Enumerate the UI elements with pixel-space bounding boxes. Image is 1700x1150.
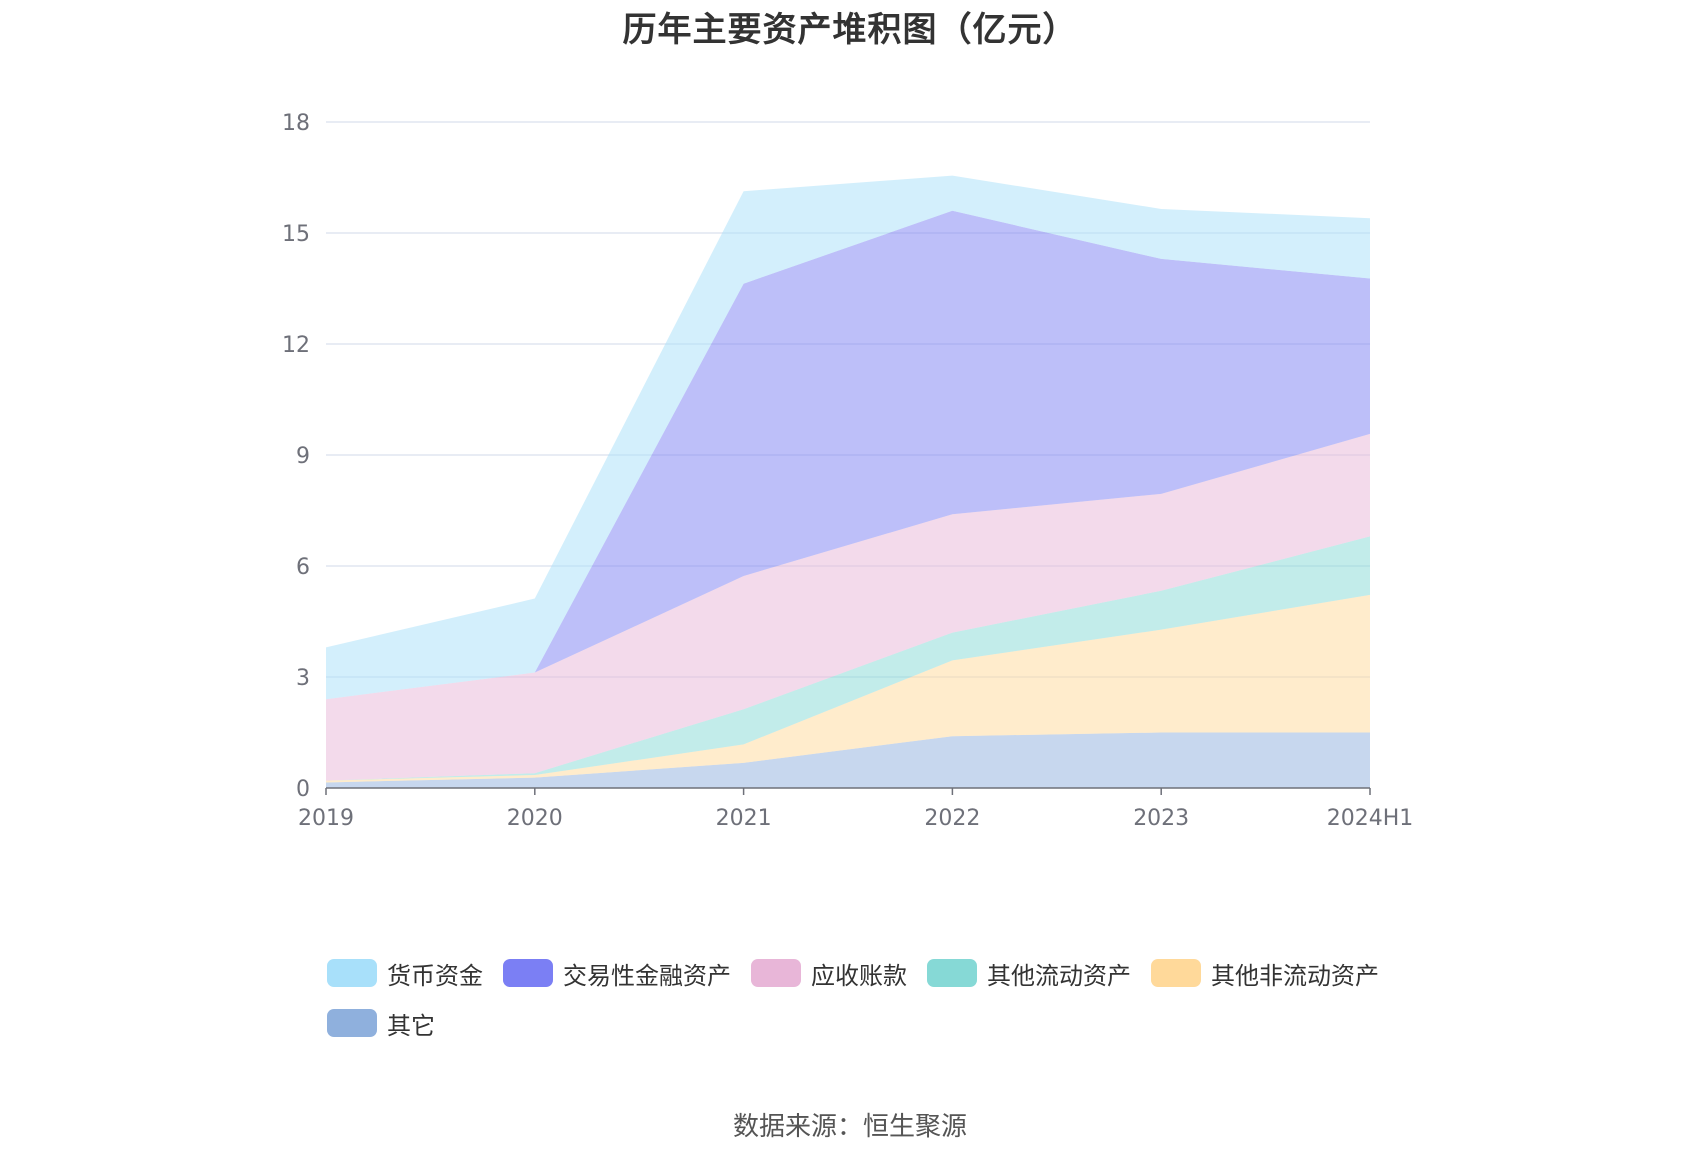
- y-tick-label: 12: [282, 333, 310, 358]
- legend-label: 其他非流动资产: [1211, 961, 1379, 990]
- y-tick-label: 15: [282, 222, 310, 247]
- legend-label: 应收账款: [811, 961, 907, 990]
- chart-plot: 0 3 6 9 12 15 18 2019 2020 2021 2022 2023 2024H1: [282, 111, 1413, 831]
- legend-item[interactable]: 其他非流动资产: [1151, 958, 1379, 990]
- chart-title: 历年主要资产堆积图（亿元）: [622, 10, 1078, 50]
- area-应收账款: [326, 433, 1370, 781]
- legend-swatch: [751, 959, 801, 987]
- data-source: 数据来源：恒生聚源: [732, 1112, 967, 1142]
- area-series: [326, 175, 1370, 788]
- legend-swatch: [927, 959, 977, 987]
- y-tick-label: 3: [296, 666, 310, 691]
- area-其它: [326, 732, 1370, 788]
- y-tick-label: 6: [296, 555, 310, 580]
- legend-label: 其他流动资产: [987, 961, 1131, 990]
- legend-item[interactable]: 交易性金融资产: [503, 958, 731, 990]
- y-axis-ticks: 0 3 6 9 12 15 18: [282, 111, 310, 802]
- x-tick-label: 2019: [298, 806, 354, 831]
- x-tick-label: 2024H1: [1327, 806, 1414, 831]
- x-tick-label: 2021: [716, 806, 772, 831]
- y-tick-label: 9: [296, 444, 310, 469]
- legend-item[interactable]: 货币资金: [327, 958, 483, 990]
- legend-item[interactable]: 应收账款: [751, 958, 907, 990]
- legend-swatch: [327, 959, 377, 987]
- x-axis-ticks: 2019 2020 2021 2022 2023 2024H1: [298, 806, 1413, 831]
- x-axis: [325, 787, 1371, 795]
- y-tick-label: 18: [282, 111, 310, 136]
- legend-swatch: [1151, 959, 1201, 987]
- legend-item[interactable]: 其它: [327, 1008, 435, 1040]
- legend-label: 其它: [387, 1011, 435, 1040]
- area-其他非流动资产: [326, 594, 1370, 783]
- legend-swatch: [503, 959, 553, 987]
- legend: 货币资金 交易性金融资产 应收账款 其他流动资产 其他非流动资产其它: [327, 958, 1427, 1040]
- area-货币资金: [326, 175, 1370, 700]
- y-tick-label: 0: [296, 777, 310, 802]
- area-交易性金融资产: [326, 210, 1370, 700]
- legend-label: 货币资金: [387, 961, 483, 990]
- legend-item[interactable]: 其他流动资产: [927, 958, 1131, 990]
- x-tick-label: 2022: [924, 806, 980, 831]
- x-tick-label: 2020: [507, 806, 563, 831]
- legend-swatch: [327, 1009, 377, 1037]
- legend-label: 交易性金融资产: [563, 961, 731, 990]
- x-tick-label: 2023: [1133, 806, 1189, 831]
